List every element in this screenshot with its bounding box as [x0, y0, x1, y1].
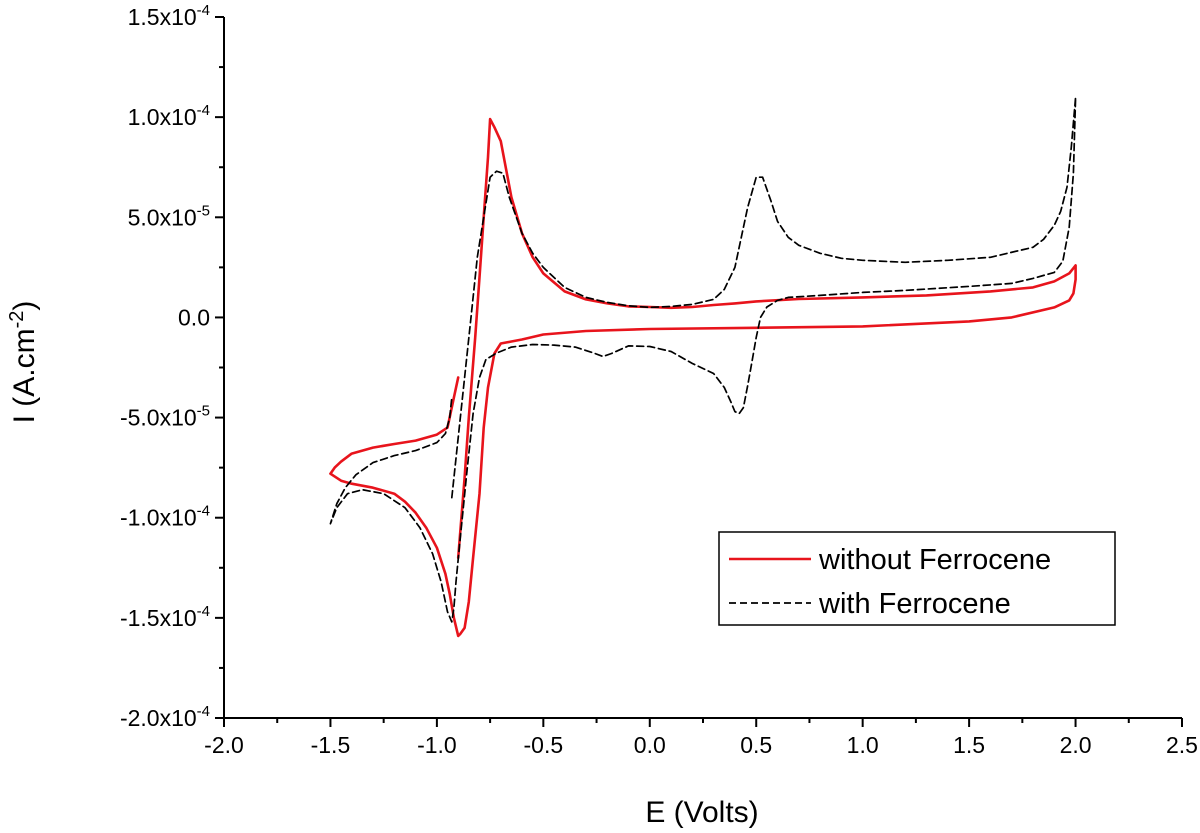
x-tick-label: 2.0 — [1060, 732, 1092, 758]
x-tick-label: 2.5 — [1166, 732, 1198, 758]
x-tick-label: -1.0 — [417, 732, 457, 758]
y-tick-mantissa: -5.0x10 — [120, 405, 197, 431]
y-tick-label: -1.0x10-4 — [120, 503, 210, 531]
y-axis-title-sup: -2 — [6, 311, 28, 329]
y-axis-title: I (A.cm-2) — [6, 301, 41, 424]
y-tick-mantissa: 5.0x10 — [128, 204, 197, 230]
y-tick-exponent: -5 — [197, 403, 210, 420]
y-tick-label: 5.0x10-5 — [128, 202, 210, 230]
y-tick-label: 1.0x10-4 — [128, 102, 210, 130]
y-tick-mantissa: -2.0x10 — [120, 705, 197, 731]
x-axis-title: E (Volts) — [645, 796, 758, 829]
y-tick-mantissa: 0.0 — [178, 304, 210, 330]
x-tick-label: -1.5 — [311, 732, 351, 758]
y-tick-mantissa: -1.0x10 — [120, 505, 197, 531]
y-tick-exponent: -5 — [197, 202, 210, 219]
x-tick-label: 1.0 — [847, 732, 879, 758]
y-tick-mantissa: 1.5x10 — [128, 4, 197, 30]
series-without-ferrocene — [329, 117, 1077, 638]
y-tick-exponent: -4 — [197, 102, 210, 119]
x-tick-label: 0.5 — [740, 732, 772, 758]
legend: without Ferrocene with Ferrocene — [718, 531, 1116, 626]
y-tick-exponent: -4 — [197, 503, 210, 520]
series-with-ferrocene — [329, 96, 1077, 623]
y-tick-exponent: -4 — [197, 603, 210, 620]
legend-label: with Ferrocene — [818, 588, 1011, 620]
y-tick-mantissa: -1.5x10 — [120, 605, 197, 631]
y-tick-label: -5.0x10-5 — [120, 403, 210, 431]
y-tick-mantissa: 1.0x10 — [128, 104, 197, 130]
legend-box — [718, 531, 1116, 626]
ticks-layer: -2.0 -1.5 -1.0 -0.5 0.0 0.5 1.0 1.5 2.0 2.5 1.5x10… — [120, 2, 1198, 758]
legend-label: without Ferrocene — [818, 544, 1051, 576]
y-tick-label: -1.5x10-4 — [120, 603, 210, 631]
series-layer — [329, 96, 1077, 638]
y-axis-title-close: ) — [8, 301, 41, 311]
y-tick-exponent: -4 — [197, 703, 210, 720]
y-tick-label: 0.0 — [178, 304, 210, 330]
x-tick-label: 0.0 — [634, 732, 666, 758]
y-tick-label: 1.5x10-4 — [128, 2, 210, 30]
y-tick-exponent: -4 — [197, 2, 210, 19]
y-tick-label: -2.0x10-4 — [120, 703, 210, 731]
y-axis-title-main: I (A.cm — [8, 328, 41, 423]
x-tick-label: -2.0 — [204, 732, 244, 758]
x-tick-label: -0.5 — [524, 732, 564, 758]
x-tick-label: 1.5 — [953, 732, 985, 758]
